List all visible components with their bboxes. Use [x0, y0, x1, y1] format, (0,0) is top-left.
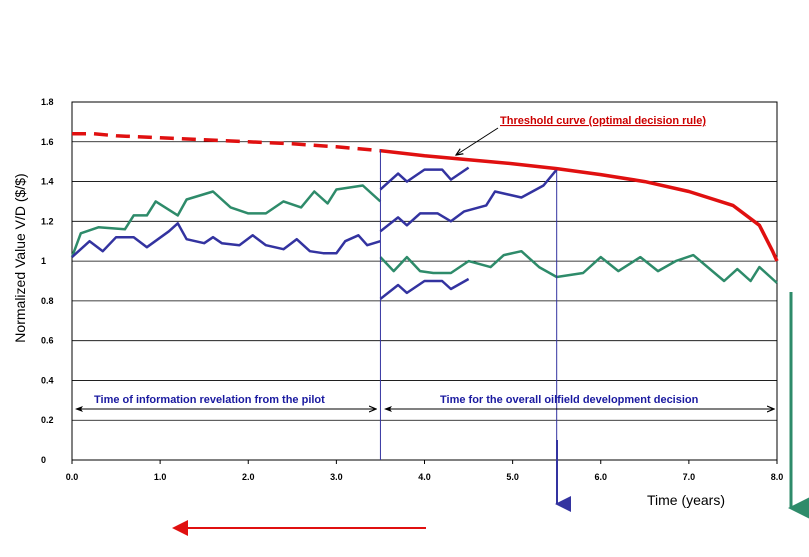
- x-tick-label: 2.0: [242, 472, 255, 482]
- y-tick-label: 1.6: [41, 137, 54, 147]
- threshold-curve-label: Threshold curve (optimal decision rule): [500, 115, 706, 127]
- x-tick-label: 8.0: [771, 472, 784, 482]
- y-tick-label: 0.2: [41, 415, 54, 425]
- threshold-curve-group: [72, 132, 779, 262]
- series-line-5: [379, 277, 470, 300]
- series-line-1: [70, 184, 382, 258]
- y-tick-label: 1: [41, 256, 46, 266]
- x-tick-label: 3.0: [330, 472, 343, 482]
- threshold-curve-solid: [380, 148, 779, 262]
- y-tick-label: 1.4: [41, 177, 54, 187]
- x-tick-label: 5.0: [506, 472, 519, 482]
- x-tick-label: 7.0: [683, 472, 696, 482]
- decision-phase-label: Time for the overall oilfield developmen…: [440, 394, 699, 406]
- x-tick-label: 0.0: [66, 472, 79, 482]
- x-tick-label: 1.0: [154, 472, 167, 482]
- x-tick-label: 6.0: [594, 472, 607, 482]
- x-tick-label: 4.0: [418, 472, 431, 482]
- pilot-phase-label: Time of information revelation from the …: [94, 394, 325, 406]
- y-axis-ticks: 0 0.2 0.4 0.6 0.8 1 1.2 1.4 1.6 1.8: [41, 97, 54, 465]
- series-line-6: [379, 249, 778, 284]
- y-tick-label: 0.4: [41, 375, 54, 385]
- y-tick-label: 1.8: [41, 97, 54, 107]
- x-axis-ticks: 0.0 1.0 2.0 3.0 4.0 5.0 6.0 7.0 8.0: [66, 460, 784, 482]
- series-line-3: [379, 166, 470, 191]
- x-axis-title: Time (years): [647, 492, 725, 508]
- threshold-curve-dashed: [72, 132, 381, 153]
- y-tick-label: 1.2: [41, 216, 54, 226]
- series-line-2: [71, 222, 381, 259]
- series-line-4: [379, 168, 558, 233]
- series-group: [70, 166, 778, 300]
- y-tick-label: 0.6: [41, 336, 54, 346]
- y-tick-label: 0: [41, 455, 46, 465]
- gridlines: [72, 141, 777, 421]
- threshold-callout-arrow: [456, 127, 499, 155]
- y-tick-label: 0.8: [41, 296, 54, 306]
- y-axis-title: Normalized Value V/D ($/$): [12, 173, 28, 342]
